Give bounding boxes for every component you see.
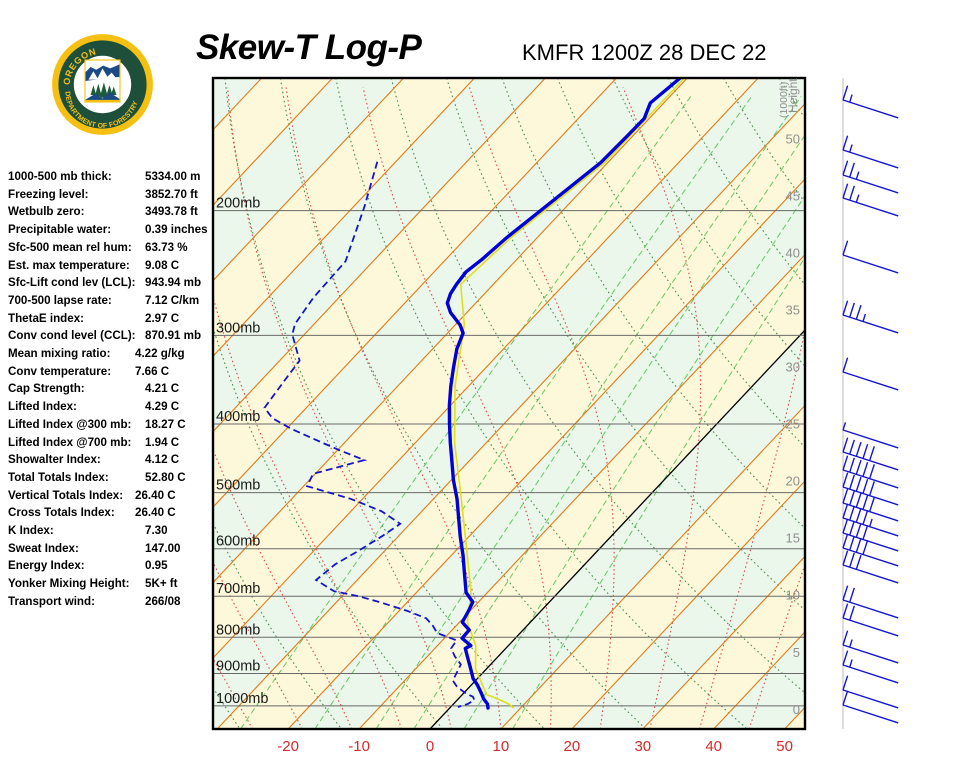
svg-text:0: 0	[793, 702, 800, 717]
svg-text:25: 25	[786, 417, 800, 432]
svg-text:40: 40	[786, 245, 800, 260]
svg-text:30: 30	[786, 360, 800, 375]
svg-text:1000mb: 1000mb	[216, 691, 268, 707]
svg-text:900mb: 900mb	[216, 659, 260, 675]
svg-text:200mb: 200mb	[216, 196, 260, 212]
svg-text:500mb: 500mb	[216, 478, 260, 494]
svg-text:30: 30	[634, 738, 651, 755]
svg-text:700mb: 700mb	[216, 581, 260, 597]
svg-text:20: 20	[564, 738, 581, 755]
svg-text:40: 40	[705, 738, 722, 755]
svg-text:15: 15	[786, 531, 800, 546]
svg-text:10: 10	[786, 588, 800, 603]
svg-text:0: 0	[426, 738, 434, 755]
svg-text:600mb: 600mb	[216, 534, 260, 550]
svg-text:50: 50	[786, 131, 800, 146]
svg-text:(1000ft): (1000ft)	[778, 82, 790, 118]
svg-text:45: 45	[786, 188, 800, 203]
svg-text:300mb: 300mb	[216, 320, 260, 336]
svg-text:800mb: 800mb	[216, 622, 260, 638]
svg-text:5: 5	[793, 645, 800, 660]
svg-text:-10: -10	[348, 738, 370, 755]
svg-text:50: 50	[776, 738, 793, 755]
svg-text:20: 20	[786, 474, 800, 489]
svg-text:400mb: 400mb	[216, 409, 260, 425]
svg-text:10: 10	[493, 738, 510, 755]
svg-text:-20: -20	[277, 738, 299, 755]
svg-text:35: 35	[786, 302, 800, 317]
